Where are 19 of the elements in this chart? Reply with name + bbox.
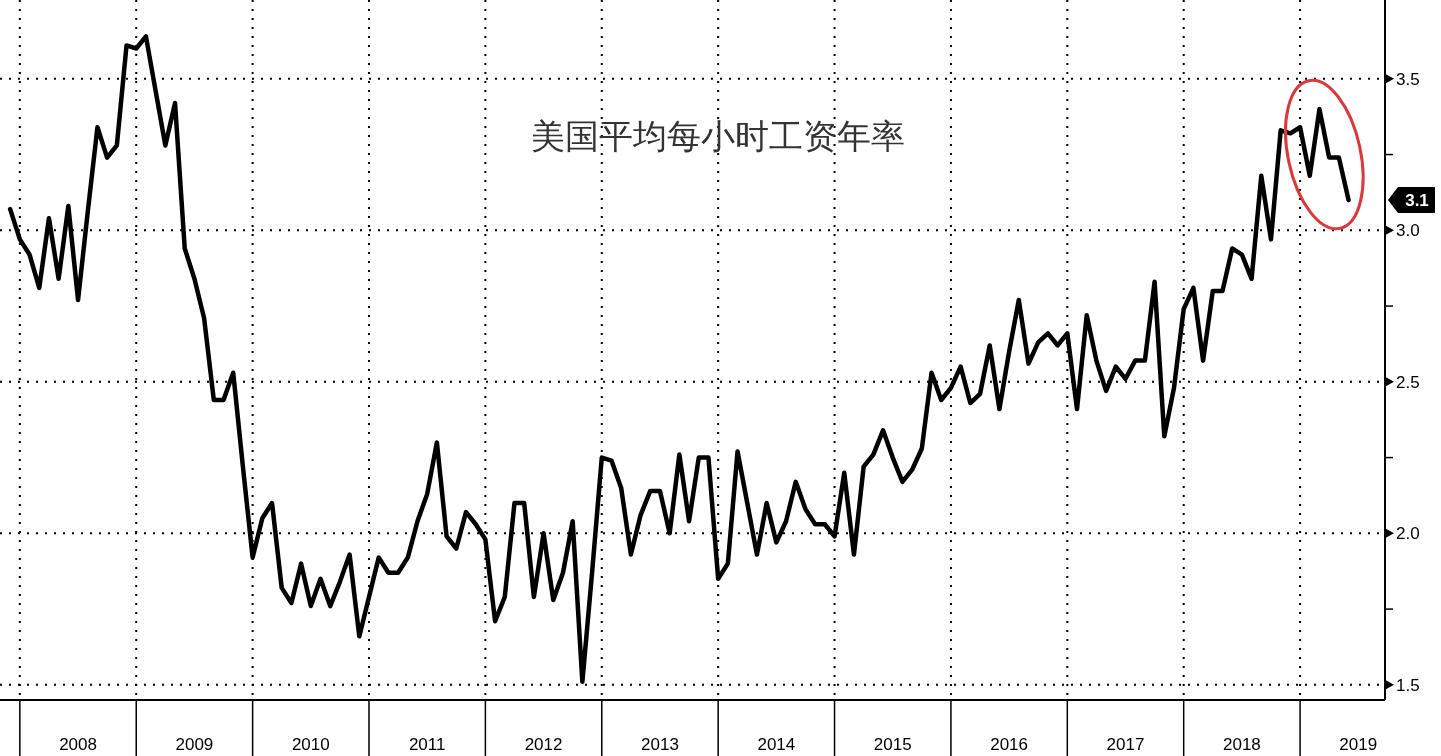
x-tick-label: 2010 bbox=[291, 735, 330, 754]
y-tick-label: 2.0 bbox=[1396, 524, 1420, 544]
x-tick-label: 2009 bbox=[175, 735, 214, 754]
x-tick-label: 2013 bbox=[641, 735, 679, 754]
x-tick-label: 2018 bbox=[1222, 735, 1261, 754]
x-tick-label: 2017 bbox=[1106, 735, 1145, 754]
y-tick-label: 3.0 bbox=[1396, 221, 1420, 241]
text: 3.1 bbox=[1405, 191, 1429, 210]
x-tick-label: 2016 bbox=[990, 735, 1029, 754]
y-tick-label: 3.5 bbox=[1396, 69, 1420, 89]
x-tick-label: 2008 bbox=[59, 735, 97, 754]
y-tick-label: 1.5 bbox=[1396, 675, 1420, 695]
text: 美国平均每小时工资年率 bbox=[531, 117, 905, 155]
x-tick-label: 2011 bbox=[408, 735, 446, 754]
x-tick-label: 2015 bbox=[873, 735, 912, 754]
y-tick-label: 2.5 bbox=[1396, 372, 1420, 392]
x-tick-label: 2014 bbox=[757, 735, 796, 754]
x-tick-label: 2019 bbox=[1339, 735, 1378, 754]
x-tick-label: 2012 bbox=[524, 735, 563, 754]
